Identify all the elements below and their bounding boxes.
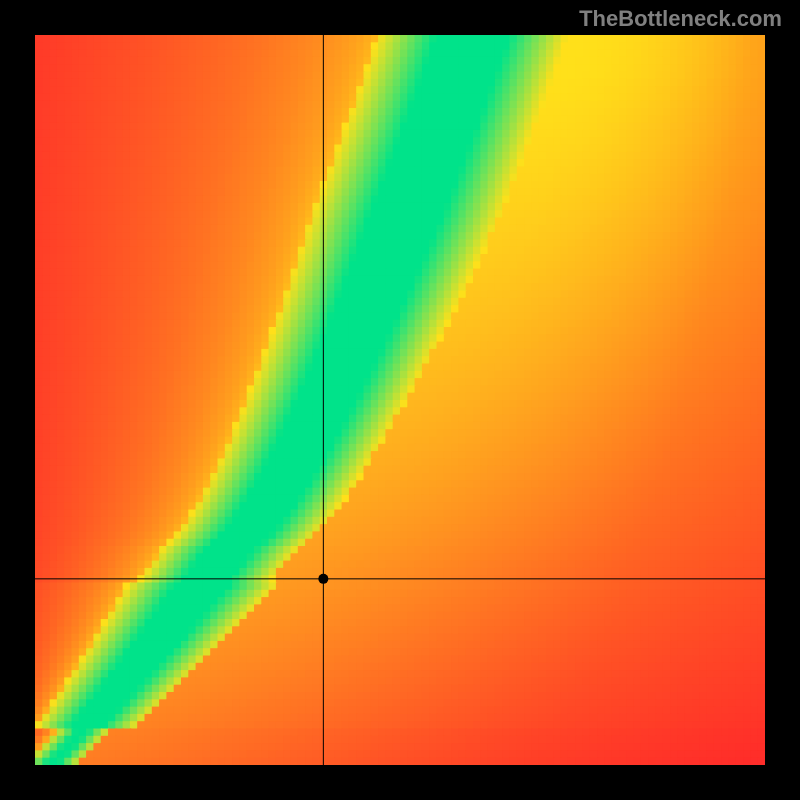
watermark-text: TheBottleneck.com bbox=[579, 6, 782, 32]
heatmap-canvas bbox=[35, 35, 765, 765]
heatmap-chart bbox=[35, 35, 765, 765]
